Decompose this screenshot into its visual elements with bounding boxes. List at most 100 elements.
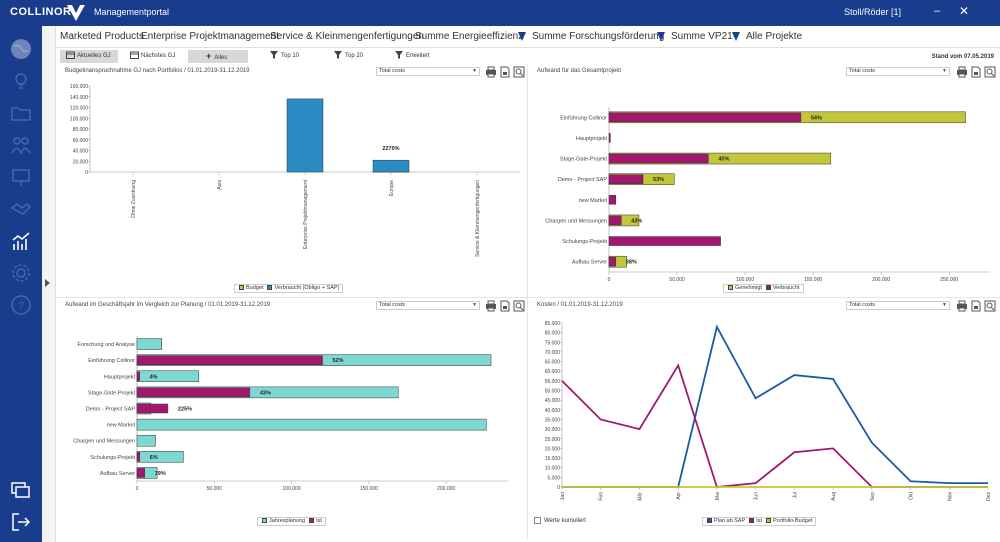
x-tick-label: Mai bbox=[715, 492, 721, 500]
export-icon[interactable] bbox=[970, 66, 982, 78]
legend-swatch bbox=[766, 518, 771, 524]
bar-jahresplanung bbox=[136, 370, 200, 383]
panel-costs: Kosten / 01.01.2019-31.12.2019 Total cos… bbox=[528, 298, 1000, 540]
sidebar-item-partners[interactable] bbox=[9, 197, 33, 221]
sidebar-item-folders[interactable] bbox=[9, 101, 33, 125]
y-tick-label: Stage-Gate-Projekt bbox=[88, 390, 136, 396]
legend-swatch bbox=[262, 518, 267, 524]
y-tick-label: 80.000 bbox=[73, 127, 89, 133]
legend-swatch bbox=[707, 518, 712, 524]
sidebar-item-home[interactable] bbox=[9, 37, 33, 61]
panel-title: Kosten / 01.01.2019-31.12.2019 bbox=[537, 302, 623, 308]
bar-jahresplanung bbox=[136, 434, 156, 447]
sidebar-item-analytics[interactable] bbox=[9, 229, 33, 253]
sidebar-item-windows[interactable] bbox=[9, 478, 33, 502]
panel-divider-vertical bbox=[527, 64, 528, 540]
zoom-icon[interactable] bbox=[984, 300, 996, 312]
tab-service-kleinmengen[interactable]: Service & Kleinmengenfertigungen bbox=[270, 31, 424, 42]
svg-text:?: ? bbox=[18, 300, 24, 312]
filter-current-fy[interactable]: Aktuelles GJ bbox=[60, 50, 118, 63]
legend-ist: Ist bbox=[756, 518, 762, 524]
sidebar-item-people[interactable] bbox=[9, 133, 33, 157]
legend-swatch bbox=[267, 285, 273, 291]
legend-swatch bbox=[309, 518, 315, 524]
checkbox-box[interactable] bbox=[534, 517, 541, 524]
filter-all[interactable]: + Alles bbox=[188, 50, 248, 63]
cost-type-select[interactable]: Total costs ▼ bbox=[846, 67, 950, 76]
bar-percent-label: 43% bbox=[631, 218, 642, 224]
handshake-icon bbox=[10, 202, 32, 215]
bar-percent-label: 53% bbox=[653, 177, 664, 183]
bar-verbraucht bbox=[372, 159, 410, 173]
print-icon[interactable] bbox=[956, 300, 968, 312]
portfolio-budget-chart: 0 20.000 40.000 60.000 80.000 100.000 120.000 1… bbox=[70, 84, 520, 257]
filter-top10[interactable]: Top 10 bbox=[270, 50, 310, 63]
logout-icon bbox=[12, 513, 31, 531]
filter-top20[interactable]: Top 20 bbox=[334, 50, 374, 63]
close-button[interactable]: ✕ bbox=[959, 4, 970, 18]
y-tick-label: 60.000 bbox=[545, 369, 561, 375]
legend-verbraucht: Verbraucht bbox=[772, 285, 800, 291]
bar-annotation: 2270% bbox=[382, 146, 399, 152]
panel-title: Budgetinanspruchnahme GJ nach Portfolios… bbox=[65, 68, 250, 74]
bar-percent-label: 43% bbox=[260, 390, 271, 396]
y-tick-label: 20.000 bbox=[73, 159, 89, 165]
stand-date: Stand vom 07.05.2019 bbox=[931, 54, 994, 60]
sidebar-item-presentation[interactable] bbox=[9, 165, 33, 189]
export-icon[interactable] bbox=[499, 300, 511, 312]
x-tick-label: 50.000 bbox=[207, 486, 223, 492]
sidebar-expander[interactable] bbox=[42, 26, 56, 542]
y-tick-label: Demo - Project SAP bbox=[86, 407, 136, 413]
x-tick-label: 100.000 bbox=[736, 277, 754, 283]
export-icon[interactable] bbox=[970, 300, 982, 312]
sidebar-item-logout[interactable] bbox=[9, 510, 33, 534]
portfolio-tabs: Marketed Products Enterprise Projektmana… bbox=[56, 26, 1000, 48]
print-icon[interactable] bbox=[485, 300, 497, 312]
legend-budget: Budget bbox=[246, 285, 264, 291]
y-tick-label: 20.000 bbox=[545, 446, 561, 452]
y-tick-label: Stage-Gate-Projekt bbox=[560, 157, 608, 163]
zoom-icon[interactable] bbox=[513, 300, 525, 312]
x-tick-label: 200.000 bbox=[437, 486, 455, 492]
chart-legend: Budget Verbraucht (Obligo + SAP) bbox=[234, 284, 344, 293]
zoom-icon[interactable] bbox=[513, 66, 525, 78]
print-icon[interactable] bbox=[485, 66, 497, 78]
minimize-button[interactable]: – bbox=[934, 5, 941, 17]
cost-type-select[interactable]: Total costs ▼ bbox=[376, 67, 480, 76]
tab-marketed-products[interactable]: Marketed Products bbox=[60, 31, 144, 42]
y-tick-label: 5.000 bbox=[547, 475, 560, 481]
filter-extended[interactable]: Erweitert bbox=[395, 50, 445, 63]
legend-swatch bbox=[749, 518, 755, 524]
x-tick-label: Dez bbox=[986, 492, 992, 501]
tab-alle-projekte[interactable]: Alle Projekte bbox=[746, 31, 803, 42]
export-icon[interactable] bbox=[499, 66, 511, 78]
tab-summe-forschungsfoerderung[interactable]: Summe Forschungsförderung bbox=[532, 31, 665, 42]
tab-enterprise-projektmanagement[interactable]: Enterprise Projektmanagement bbox=[141, 31, 279, 42]
user-label[interactable]: Stoll/Röder [1] bbox=[844, 7, 902, 17]
bar-percent-label: 54% bbox=[811, 115, 822, 121]
tab-summe-vp21[interactable]: Summe VP21 bbox=[671, 31, 733, 42]
panel-total-effort: Aufwand für das Gesamtprojekt Total cost… bbox=[528, 64, 1000, 296]
bar-verbraucht bbox=[286, 98, 324, 173]
brand-logo-icon bbox=[67, 5, 85, 21]
x-tick-label: Mär bbox=[637, 492, 643, 501]
bar-percent-label: 39% bbox=[155, 471, 166, 477]
flag-icon bbox=[657, 32, 665, 41]
tab-summe-energieeffizienz[interactable]: Summe Energieeffizienz bbox=[415, 31, 524, 42]
y-tick-label: 80.000 bbox=[545, 331, 561, 337]
cost-type-value: Total costs bbox=[379, 68, 405, 74]
print-icon[interactable] bbox=[956, 66, 968, 78]
funnel-icon bbox=[270, 51, 278, 60]
cost-type-select[interactable]: Total costs ▼ bbox=[376, 301, 480, 310]
zoom-icon[interactable] bbox=[984, 66, 996, 78]
cost-type-select[interactable]: Total costs ▼ bbox=[846, 301, 950, 310]
filter-next-fy[interactable]: Nächstes GJ bbox=[128, 50, 180, 63]
sidebar-item-settings[interactable] bbox=[9, 261, 33, 285]
bar-jahresplanung bbox=[136, 418, 487, 431]
cumulative-checkbox[interactable]: Werte kumuliert bbox=[534, 517, 586, 524]
y-tick-label: 40.000 bbox=[73, 149, 89, 155]
chart-icon bbox=[12, 232, 30, 250]
x-tick-label: 200.000 bbox=[872, 277, 890, 283]
sidebar-item-help[interactable]: ? bbox=[9, 293, 33, 317]
sidebar-item-ideas[interactable] bbox=[9, 69, 33, 93]
